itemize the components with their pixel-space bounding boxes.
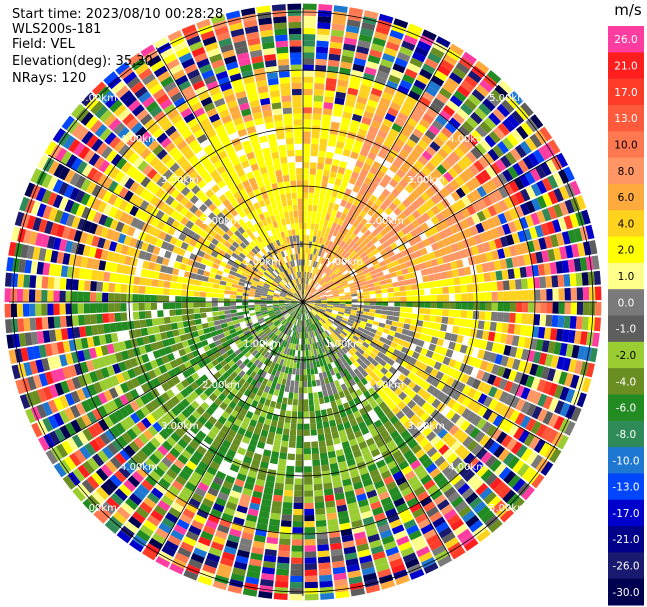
colorbar-swatch <box>608 394 644 422</box>
colorbar-tick-label: 1.0 <box>618 271 635 283</box>
colorbar-swatch <box>608 236 644 264</box>
azimuth-spoke <box>302 47 451 303</box>
colorbar-tick-label: -6.0 <box>616 403 637 415</box>
colorbar-tick-label: 6.0 <box>618 192 635 204</box>
ring-labels: 1.00km 1.00km 1.00km 1.00km 2.00km 2.00km 2.00… <box>79 93 527 514</box>
ppi-plot: 1.00km 1.00km 1.00km 1.00km 2.00km 2.00km 2.00… <box>4 3 602 601</box>
colorbar-swatch <box>608 26 644 53</box>
ring-label: 4.00km <box>120 134 158 145</box>
colorbar-tick-label: 4.0 <box>618 218 635 230</box>
colorbar-swatch <box>608 447 644 474</box>
colorbar-tick-label: -10.0 <box>612 455 639 467</box>
ring-label: 3.00km <box>407 175 445 186</box>
ring-label: 2.00km <box>366 380 404 391</box>
colorbar-swatch <box>608 499 644 527</box>
colorbar-swatch <box>608 526 644 553</box>
range-rings <box>9 8 597 596</box>
colorbar-tick-label: -21.0 <box>612 534 639 546</box>
colorbar-tick-label: -2.0 <box>616 350 637 362</box>
azimuth-spoke <box>155 47 304 303</box>
ring-label: 5.00km <box>79 503 117 514</box>
instrument-label: WLS200s-181 <box>12 22 102 37</box>
colorbar-tick-label: -13.0 <box>612 482 639 494</box>
colorbar-swatch <box>608 341 644 369</box>
colorbar-tick-label: -4.0 <box>616 376 637 388</box>
colorbar-unit: m/s <box>614 1 642 19</box>
ring-label: 1.00km <box>325 257 363 268</box>
ring-label: 1.00km <box>243 257 281 268</box>
colorbar-tick-label: 17.0 <box>614 87 637 99</box>
colorbar-swatch <box>608 262 644 290</box>
colorbar-swatch <box>608 315 644 343</box>
ring-label: 2.00km <box>366 216 404 227</box>
colorbar-swatch <box>608 368 644 395</box>
colorbar-tick-label: -1.0 <box>616 324 637 336</box>
colorbar-tick-label: -17.0 <box>612 508 639 520</box>
colorbar-swatch <box>608 210 644 238</box>
ring-label: 1.00km <box>243 339 281 350</box>
elevation-label: Elevation(deg): 35.30 <box>12 54 153 69</box>
azimuth-spoke <box>155 301 304 557</box>
colorbar-swatch <box>608 578 644 606</box>
field-label: Field: VEL <box>12 37 75 52</box>
nrays-label: NRays: 120 <box>12 71 87 86</box>
colorbar-tick-label: 13.0 <box>614 113 637 125</box>
colorbar-tick-label: 26.0 <box>614 34 637 46</box>
ring-label: 3.00km <box>407 421 445 432</box>
colorbar-swatch <box>608 52 644 80</box>
ring-label: 5.00km <box>489 503 527 514</box>
colorbar-tick-label: 2.0 <box>618 245 635 257</box>
colorbar-swatch <box>608 420 644 448</box>
colorbar-tick-label: 0.0 <box>618 297 635 309</box>
azimuth-spoke <box>302 301 451 557</box>
colorbar-swatch <box>608 289 644 316</box>
colorbar-swatch <box>608 183 644 211</box>
colorbar-tick-label: 21.0 <box>614 60 637 72</box>
colorbar-swatch <box>608 157 644 185</box>
ring-label: 1.00km <box>325 339 363 350</box>
colorbar-swatch <box>608 104 644 132</box>
azimuth-spoke <box>302 154 558 303</box>
colorbar: 26.0 21.0 17.0 13.0 10.0 8.0 6.0 4.0 2.0 1.0 0.0 -1… <box>608 26 644 606</box>
start-time-label: Start time: 2023/08/10 00:28:28 <box>12 7 224 22</box>
colorbar-tick-label: -8.0 <box>616 429 637 441</box>
ring-label: 3.00km <box>161 421 199 432</box>
azimuth-spoke <box>48 154 304 303</box>
ring-label: 3.00km <box>161 175 199 186</box>
colorbar-swatch <box>608 78 644 106</box>
azimuth-spoke <box>48 301 304 450</box>
ring-label: 2.00km <box>202 380 240 391</box>
ring-label: 5.00km <box>79 93 117 104</box>
ring-label: 2.00km <box>202 216 240 227</box>
colorbar-swatch <box>608 473 644 501</box>
ring-label: 5.00km <box>489 93 527 104</box>
colorbar-swatch <box>608 131 644 159</box>
ring-label: 4.00km <box>448 462 486 473</box>
colorbar-tick-label: 10.0 <box>614 139 637 151</box>
colorbar-tick-label: -30.0 <box>612 587 639 599</box>
colorbar-tick-label: 8.0 <box>618 166 635 178</box>
colorbar-tick-label: -26.0 <box>612 561 639 573</box>
azimuth-spoke <box>302 301 558 450</box>
ring-label: 4.00km <box>120 462 158 473</box>
ring-label: 4.00km <box>448 134 486 145</box>
colorbar-swatch <box>608 552 644 580</box>
